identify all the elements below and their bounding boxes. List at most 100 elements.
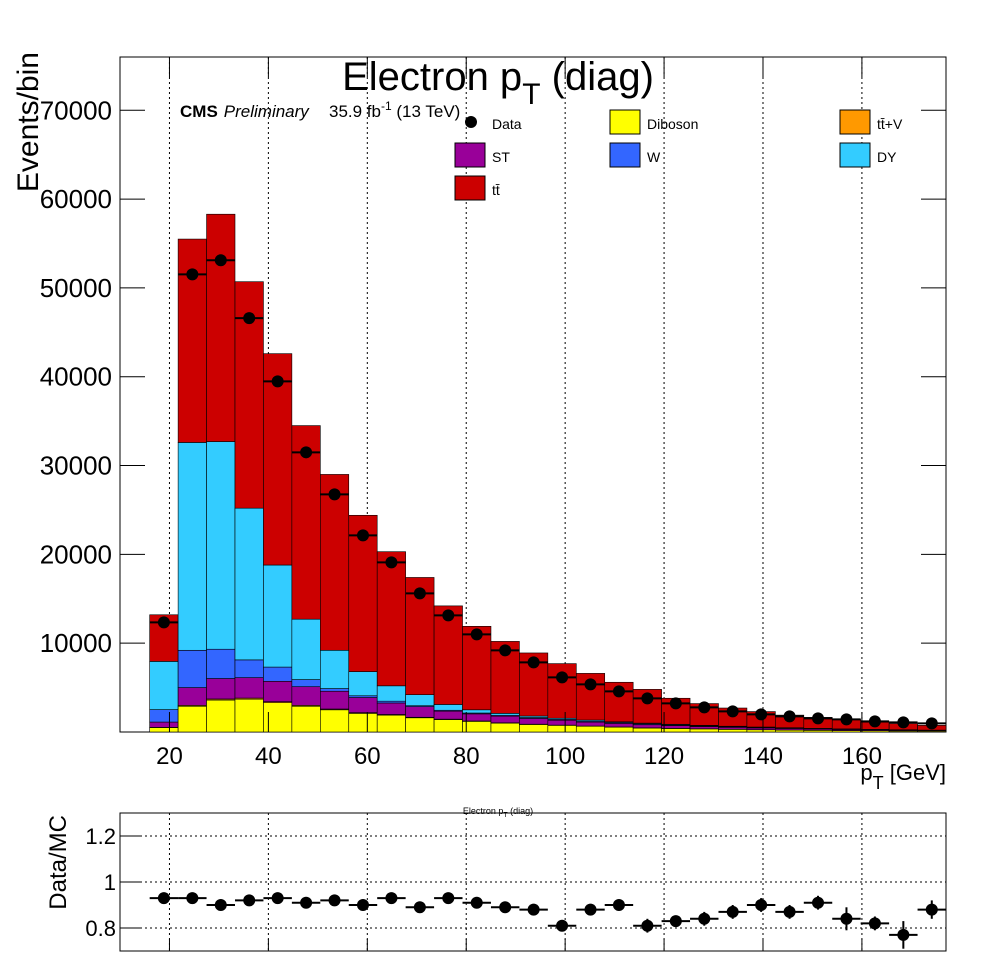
chart-title-part: (diag): [541, 55, 654, 99]
cms: CMS: [180, 102, 218, 121]
stack-segment: [689, 728, 719, 733]
data-point: [271, 375, 284, 388]
lumi-label: 35.9 fb-1 (13 TeV): [329, 99, 460, 121]
cms-label: CMS Preliminary: [180, 102, 310, 121]
chart-title-part: T: [522, 78, 540, 111]
y-tick-label: 20000: [40, 539, 112, 569]
stack-segment: [689, 726, 719, 730]
chart-title-part: Electron p: [342, 55, 522, 99]
ratio-point: [897, 928, 910, 941]
lumi-energy: (13 TeV): [392, 102, 461, 121]
stack-segment: [291, 679, 321, 688]
ratio-title-part: (diag): [508, 806, 534, 816]
stack-segment: [348, 671, 378, 697]
data-point: [783, 710, 796, 723]
stack-segment: [632, 724, 662, 729]
stack-segment: [291, 705, 321, 733]
ratio-point: [612, 899, 625, 911]
stack-segment: [575, 725, 606, 733]
x-tick-label: 140: [743, 743, 783, 770]
stack-segment: [376, 714, 406, 733]
stack-segment: [604, 726, 634, 733]
legend-swatch: [454, 142, 486, 168]
stack-segment: [177, 687, 207, 706]
x-tick-label: 40: [255, 743, 282, 770]
ratio-point: [328, 894, 341, 907]
stack-segment: [206, 213, 236, 442]
legend-swatch: [609, 109, 641, 135]
data-point: [527, 656, 540, 669]
chart-title: Electron pT (diag): [342, 55, 654, 111]
stack-segment: [149, 727, 179, 733]
ratio-point: [698, 912, 711, 925]
stack-segment: [234, 698, 264, 733]
x-axis-label-part: T: [873, 773, 884, 793]
ratio-point: [783, 905, 796, 918]
stack-segment: [433, 605, 463, 705]
data-point: [413, 587, 426, 600]
lumi-exp: -1: [381, 99, 392, 113]
ratio-point: [527, 903, 540, 916]
stack-segment: [462, 721, 492, 733]
stack-segment: [547, 725, 577, 733]
stack-segment: [149, 661, 179, 710]
legend-label: ST: [492, 149, 510, 165]
ratio-point: [925, 903, 938, 916]
ratio-point: [584, 903, 597, 916]
data-point: [356, 529, 369, 542]
data-point: [584, 678, 597, 691]
ratio-title: Electron pT (diag): [463, 806, 533, 819]
legend-swatch: [454, 175, 486, 201]
legend-swatch: [609, 142, 641, 168]
x-tick-label: 80: [453, 743, 480, 770]
legend-label: tt̄+V: [877, 116, 903, 132]
data-point: [328, 488, 341, 501]
ratio-point: [470, 896, 483, 909]
stack-segment: [263, 564, 293, 668]
ratio-y-label: Data/MC: [45, 815, 72, 910]
stack-segment: [206, 678, 236, 700]
y-tick-label: 1.2: [85, 824, 116, 849]
data-point: [812, 712, 825, 725]
ratio-point: [157, 892, 170, 905]
data-point: [897, 716, 910, 729]
data-point: [726, 705, 739, 718]
lumi: 35.9 fb: [329, 102, 381, 121]
x-tick-label: 20: [156, 743, 183, 770]
stack-segment: [746, 729, 776, 733]
stack-segment: [433, 719, 463, 733]
data-point: [669, 697, 682, 710]
stack-segment: [348, 697, 378, 713]
ratio-point: [385, 892, 398, 905]
stack-segment: [376, 702, 406, 715]
stack-segment: [462, 713, 492, 722]
data-point: [698, 701, 711, 714]
stack-segment: [320, 688, 350, 692]
stack-segment: [263, 680, 293, 703]
data-point: [556, 671, 569, 684]
data-point: [442, 609, 455, 622]
x-tick-label: 60: [354, 743, 381, 770]
ratio-point: [186, 892, 199, 905]
stack-segment: [263, 666, 293, 682]
ratio-point: [726, 905, 739, 918]
x-axis-label-part: [GeV]: [884, 760, 946, 785]
stack-segment: [263, 702, 293, 733]
stack-segment: [547, 719, 577, 726]
legend-label: tt̄: [492, 182, 500, 198]
data-point: [499, 644, 512, 657]
x-tick-label: 160: [842, 743, 882, 770]
y-tick-label: 60000: [40, 184, 112, 214]
x-tick-label: 100: [545, 743, 585, 770]
preliminary: Preliminary: [224, 102, 311, 121]
legend-label: Data: [492, 116, 522, 132]
ratio-point: [300, 896, 313, 909]
data-point: [470, 628, 483, 641]
ratio-point: [641, 919, 654, 932]
stack-segment: [433, 704, 463, 711]
ratio-point: [413, 901, 426, 914]
stack-segment: [348, 713, 378, 733]
stack-segment: [320, 709, 350, 733]
stack-segment: [320, 690, 350, 710]
